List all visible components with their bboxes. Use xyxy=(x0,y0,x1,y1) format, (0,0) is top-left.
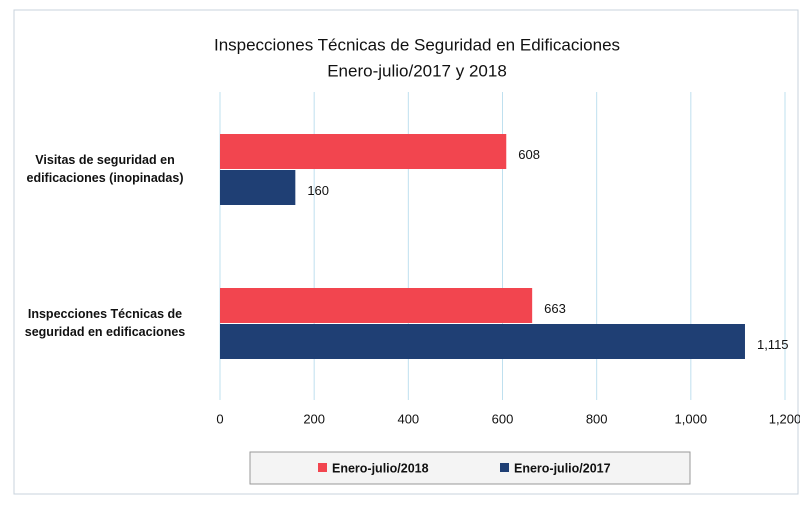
bar xyxy=(220,134,507,169)
bar xyxy=(220,324,745,359)
chart-subtitle: Enero-julio/2017 y 2018 xyxy=(327,61,507,80)
legend-label: Enero-julio/2018 xyxy=(332,461,429,475)
x-tick-label: 1,000 xyxy=(675,411,708,426)
legend-box xyxy=(249,451,691,485)
data-label: 160 xyxy=(307,183,329,198)
bar xyxy=(220,288,533,323)
data-label: 608 xyxy=(518,147,540,162)
x-tick-label: 600 xyxy=(492,411,514,426)
legend-label: Enero-julio/2017 xyxy=(514,461,611,475)
x-tick-label: 400 xyxy=(397,411,419,426)
y-tick-label: Inspecciones Técnicas de seguridad en ed… xyxy=(24,307,186,339)
x-tick-label: 800 xyxy=(586,411,608,426)
legend-swatch xyxy=(500,463,509,472)
chart-border xyxy=(13,9,799,495)
data-label: 1,115 xyxy=(757,337,789,352)
legend-swatch xyxy=(318,463,327,472)
chart-title: Inspecciones Técnicas de Seguridad en Ed… xyxy=(214,35,620,54)
data-label: 663 xyxy=(544,301,566,316)
x-tick-label: 0 xyxy=(216,411,223,426)
x-tick-label: 1,200 xyxy=(769,411,800,426)
y-tick-label: Visitas de seguridad en edificaciones (i… xyxy=(26,153,184,185)
bar xyxy=(220,170,296,205)
x-tick-label: 200 xyxy=(303,411,325,426)
